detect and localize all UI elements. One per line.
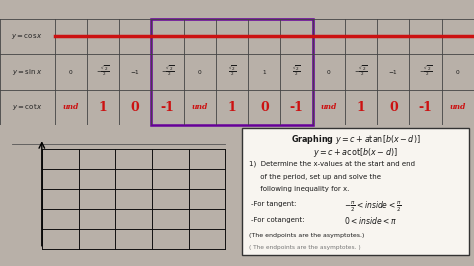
Text: $y = \sin x$: $y = \sin x$ [12, 67, 42, 77]
Text: -For cotangent:: -For cotangent: [251, 217, 305, 223]
Text: $-\frac{\sqrt{2}}{2}$: $-\frac{\sqrt{2}}{2}$ [161, 65, 174, 78]
Text: 1: 1 [357, 101, 365, 114]
Text: 0: 0 [131, 101, 139, 114]
Text: und: und [63, 103, 79, 111]
Text: -1: -1 [290, 101, 303, 114]
Text: of the period, set up and solve the: of the period, set up and solve the [249, 174, 381, 180]
Text: und: und [450, 103, 466, 111]
Text: $-1$: $-1$ [388, 68, 398, 76]
Text: und: und [320, 103, 337, 111]
Text: $0$: $0$ [326, 68, 331, 76]
Text: -1: -1 [161, 101, 174, 114]
Text: ( The endpoints are the asymptotes. ): ( The endpoints are the asymptotes. ) [249, 245, 361, 250]
Text: 1)  Determine the x-values at the start and end: 1) Determine the x-values at the start a… [249, 161, 415, 167]
Bar [151, 19, 313, 125]
Text: Graphing $y = c + a\tan[b(x-d)]$: Graphing $y = c + a\tan[b(x-d)]$ [291, 133, 420, 146]
Text: $y = c + a\cot[b(x-d)]$: $y = c + a\cot[b(x-d)]$ [313, 146, 398, 159]
Text: (The endpoints are the asymptotes.): (The endpoints are the asymptotes.) [249, 233, 364, 238]
Text: $y = \cot x$: $y = \cot x$ [12, 102, 43, 113]
Text: $0$: $0$ [455, 68, 461, 76]
Text: $1$: $1$ [262, 68, 267, 76]
Text: -1: -1 [419, 101, 433, 114]
Text: und: und [191, 103, 208, 111]
Text: $-\frac{\sqrt{2}}{2}$: $-\frac{\sqrt{2}}{2}$ [96, 65, 109, 78]
Text: $0 < \mathit{inside} < \pi$: $0 < \mathit{inside} < \pi$ [344, 215, 396, 226]
Text: $-\frac{\sqrt{2}}{2}$: $-\frac{\sqrt{2}}{2}$ [355, 65, 368, 78]
Text: $-\frac{\pi}{2} < \mathit{inside} < \frac{\pi}{2}$: $-\frac{\pi}{2} < \mathit{inside} < \fra… [344, 200, 401, 214]
Text: 0: 0 [389, 101, 398, 114]
Text: $0$: $0$ [68, 68, 73, 76]
Text: 1: 1 [228, 101, 237, 114]
Text: $-\frac{\sqrt{2}}{2}$: $-\frac{\sqrt{2}}{2}$ [419, 65, 432, 78]
Text: $-1$: $-1$ [130, 68, 140, 76]
Text: 1: 1 [99, 101, 107, 114]
Text: $\frac{\sqrt{2}}{2}$: $\frac{\sqrt{2}}{2}$ [292, 65, 301, 78]
Text: $y = \cos x$: $y = \cos x$ [11, 32, 43, 41]
Text: following inequality for x.: following inequality for x. [249, 186, 349, 192]
Text: $\frac{\sqrt{2}}{2}$: $\frac{\sqrt{2}}{2}$ [228, 65, 236, 78]
Text: -For tangent:: -For tangent: [251, 201, 297, 207]
Text: $0$: $0$ [197, 68, 202, 76]
Text: 0: 0 [260, 101, 269, 114]
